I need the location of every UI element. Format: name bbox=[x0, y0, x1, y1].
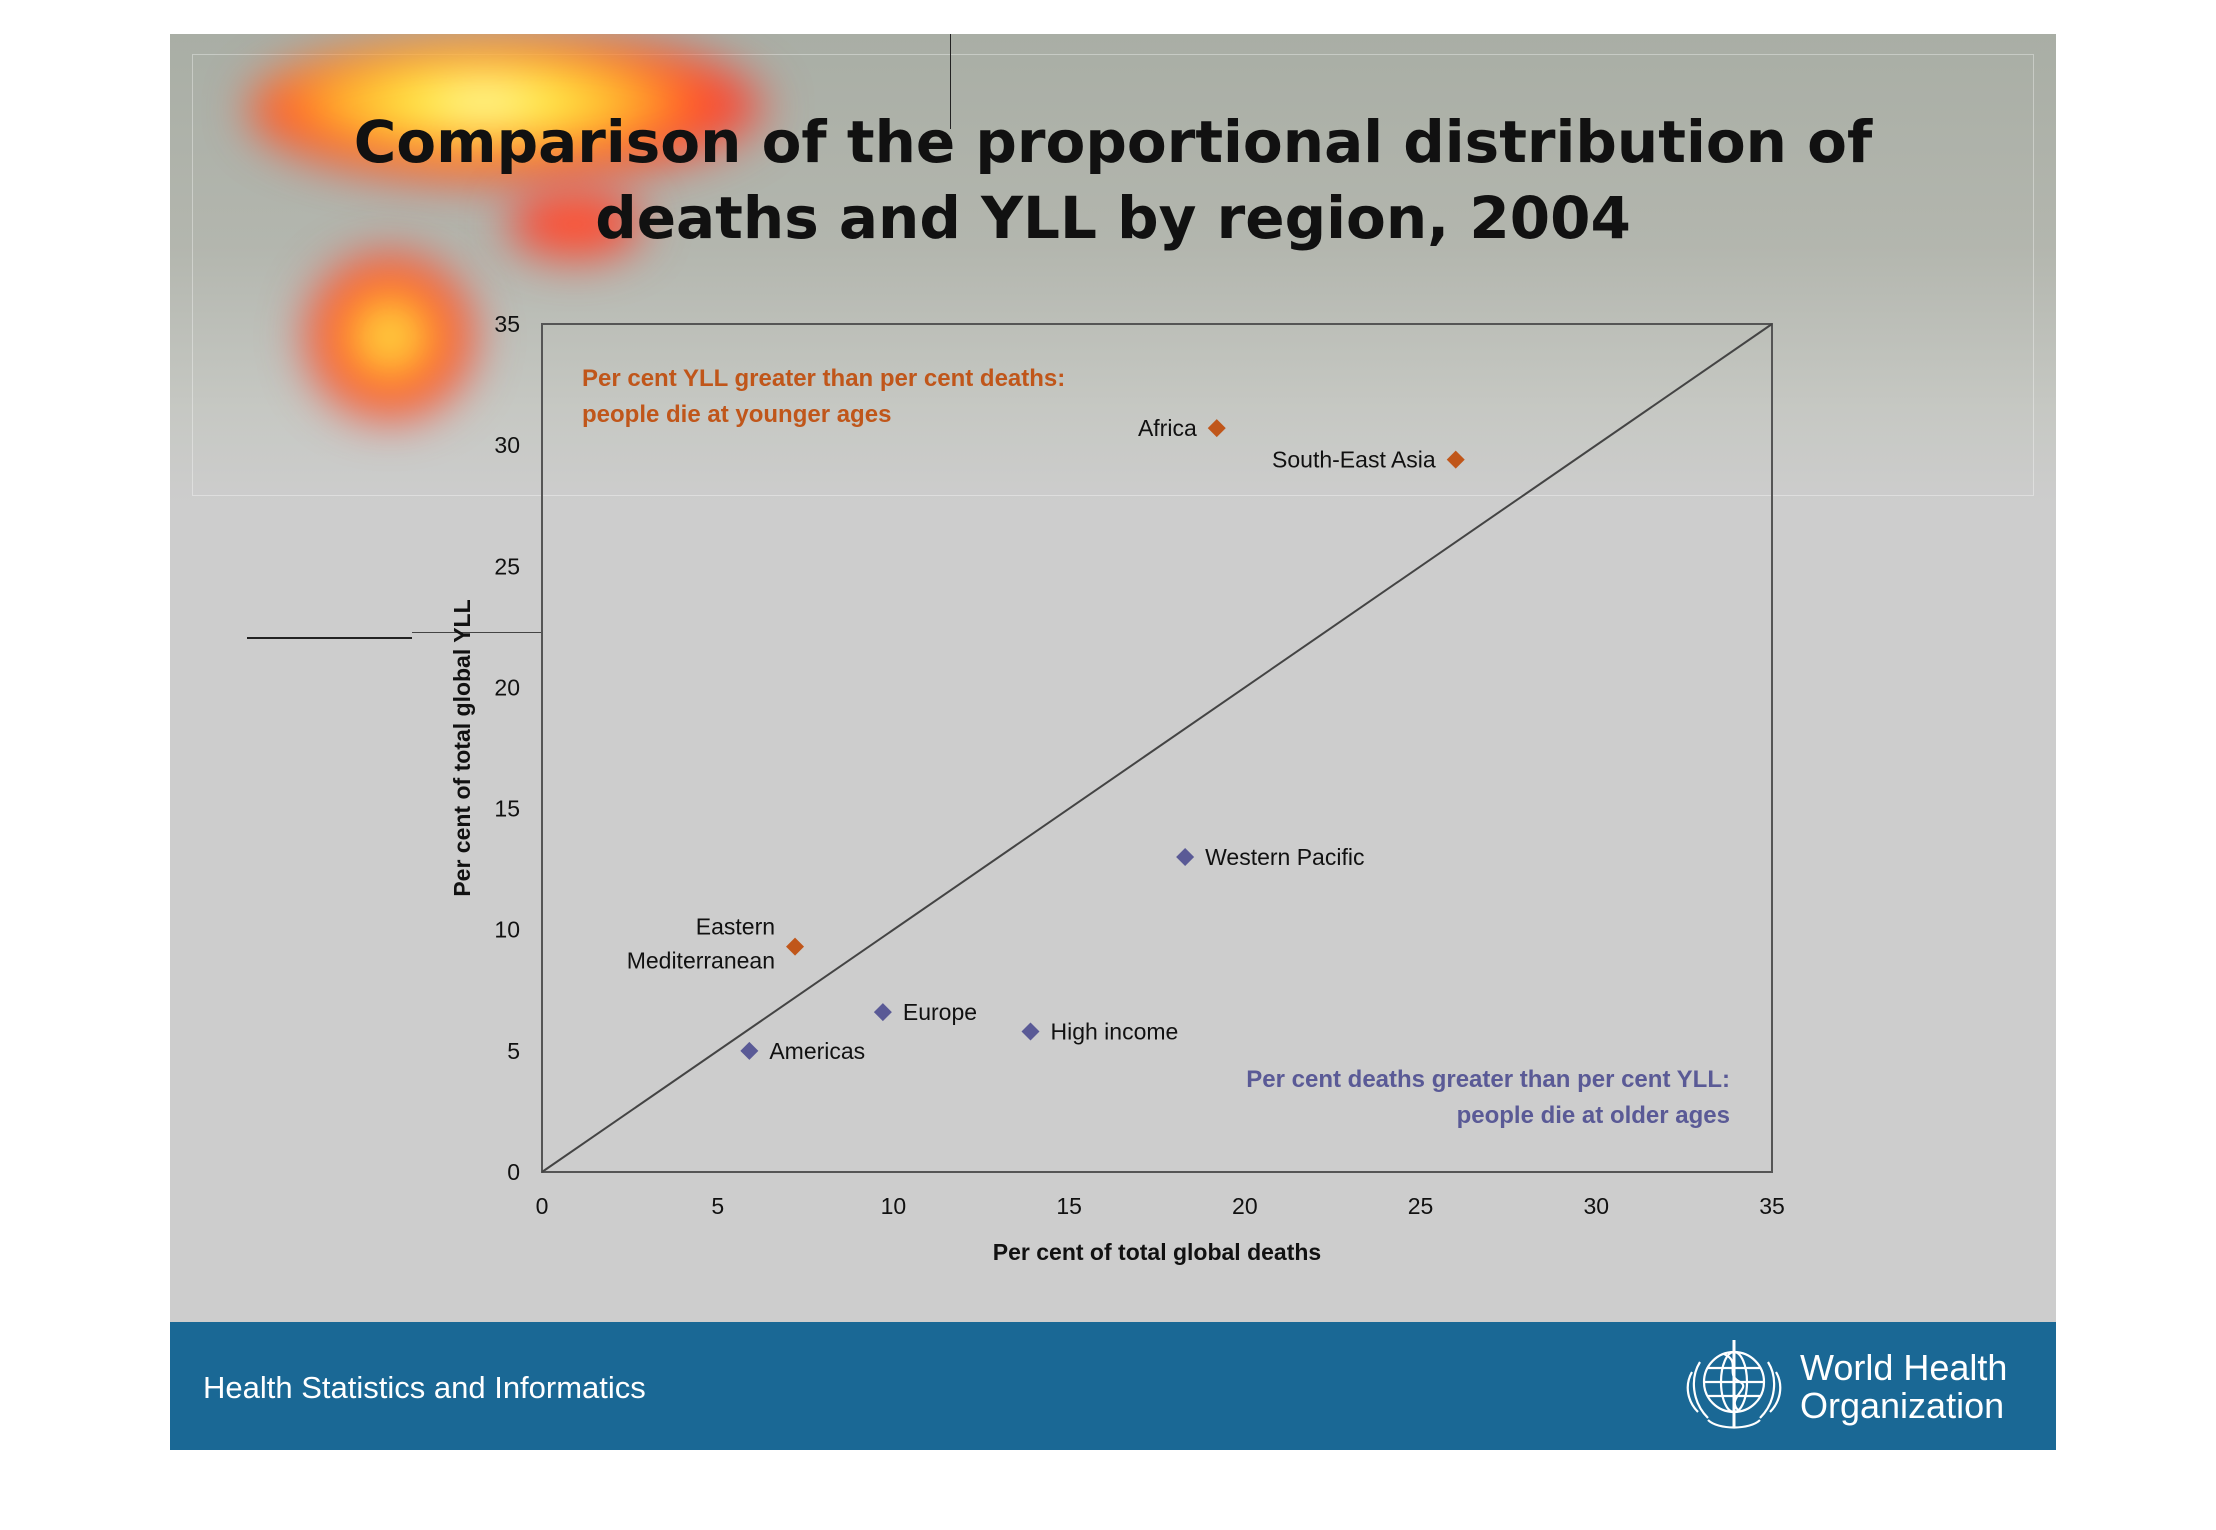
point-marker bbox=[1207, 419, 1226, 438]
heatmap-overlay-hotspot bbox=[300, 249, 480, 424]
point-label-line: Mediterranean bbox=[627, 948, 775, 974]
equality-reference-line bbox=[541, 323, 1773, 1173]
point-label: South-East Asia bbox=[1272, 447, 1436, 473]
point-marker bbox=[1021, 1022, 1040, 1041]
y-tick-label: 5 bbox=[507, 1038, 520, 1064]
point-label: Western Pacific bbox=[1205, 844, 1364, 870]
y-tick-label: 10 bbox=[494, 917, 520, 943]
heatmap-overlay-hotspot bbox=[250, 34, 770, 184]
point-label: Americas bbox=[769, 1038, 865, 1064]
guide-line bbox=[247, 637, 412, 639]
heatmap-overlay-hotspot bbox=[500, 184, 650, 264]
point-marker bbox=[1176, 848, 1195, 867]
footer-bar: Health Statistics and Informatics World … bbox=[170, 1322, 2056, 1450]
chart-annotations: Per cent YLL greater than per cent death… bbox=[582, 365, 1730, 1129]
slide-title-line-1: Comparison of the proportional distribut… bbox=[353, 108, 1873, 176]
slide-frame bbox=[192, 54, 2034, 496]
x-tick-label: 15 bbox=[1056, 1193, 1082, 1219]
annotation-line: people die at older ages bbox=[1457, 1102, 1730, 1129]
x-tick-label: 35 bbox=[1759, 1193, 1785, 1219]
point-label-line: High income bbox=[1050, 1018, 1178, 1044]
point-marker bbox=[786, 937, 805, 956]
point-label-line: Africa bbox=[1138, 415, 1197, 441]
y-tick-label: 35 bbox=[494, 311, 520, 337]
x-axis-title: Per cent of total global deaths bbox=[993, 1239, 1321, 1265]
y-tick-label: 15 bbox=[494, 796, 520, 822]
y-tick-label: 0 bbox=[507, 1159, 520, 1185]
who-organization-name: World Health Organization bbox=[1800, 1349, 2007, 1425]
x-tick-label: 25 bbox=[1408, 1193, 1434, 1219]
x-axis-ticks: 0 5 10 15 20 25 30 35 bbox=[536, 1193, 1785, 1219]
annotation-line: Per cent deaths greater than per cent YL… bbox=[1246, 1066, 1730, 1093]
y-tick-label: 25 bbox=[494, 553, 520, 579]
guide-line bbox=[950, 34, 951, 129]
x-tick-label: 10 bbox=[881, 1193, 907, 1219]
who-emblem-icon bbox=[1686, 1340, 1782, 1429]
scatter-chart: 0 5 10 15 20 25 30 35 0 5 10 15 20 25 30 35 Per cent o… bbox=[449, 311, 1785, 1265]
who-name-line-1: World Health bbox=[1800, 1347, 2008, 1388]
x-tick-label: 30 bbox=[1583, 1193, 1609, 1219]
x-tick-label: 0 bbox=[536, 1193, 549, 1219]
point-label-line: Americas bbox=[769, 1038, 865, 1064]
x-tick-label: 20 bbox=[1232, 1193, 1258, 1219]
point-marker bbox=[1446, 450, 1465, 469]
point-label-line: South-East Asia bbox=[1272, 447, 1436, 473]
point-marker bbox=[740, 1041, 759, 1060]
plot-area bbox=[541, 323, 1773, 1173]
point-label: Africa bbox=[1138, 415, 1197, 441]
footer-department-name: Health Statistics and Informatics bbox=[203, 1370, 646, 1405]
data-points: Africa South-East Asia Eastern Mediterranea… bbox=[627, 415, 1465, 1064]
slide: Comparison of the proportional distribut… bbox=[170, 34, 2056, 1450]
y-tick-label: 20 bbox=[494, 674, 520, 700]
annotation-older-ages: Per cent deaths greater than per cent YL… bbox=[1246, 1066, 1730, 1129]
x-tick-label: 5 bbox=[711, 1193, 724, 1219]
point-label: High income bbox=[1050, 1018, 1178, 1044]
point-label-line: Eastern bbox=[696, 914, 775, 940]
point-label: Europe bbox=[903, 999, 977, 1025]
slide-title-line-2: deaths and YLL by region, 2004 bbox=[595, 184, 1631, 252]
annotation-line: people die at younger ages bbox=[582, 401, 891, 428]
point-marker bbox=[873, 1003, 892, 1022]
y-axis-title: Per cent of total global YLL bbox=[449, 599, 475, 896]
y-axis-ticks: 0 5 10 15 20 25 30 35 bbox=[494, 311, 520, 1185]
slide-title: Comparison of the proportional distribut… bbox=[170, 104, 2056, 256]
annotation-younger-ages: Per cent YLL greater than per cent death… bbox=[582, 365, 1065, 428]
y-tick-label: 30 bbox=[494, 432, 520, 458]
point-label-line: Europe bbox=[903, 999, 977, 1025]
point-label-line: Western Pacific bbox=[1205, 844, 1364, 870]
who-name-line-2: Organization bbox=[1800, 1385, 2005, 1426]
annotation-line: Per cent YLL greater than per cent death… bbox=[582, 365, 1065, 392]
point-label: Eastern Mediterranean bbox=[627, 914, 775, 974]
guide-line bbox=[412, 632, 542, 633]
